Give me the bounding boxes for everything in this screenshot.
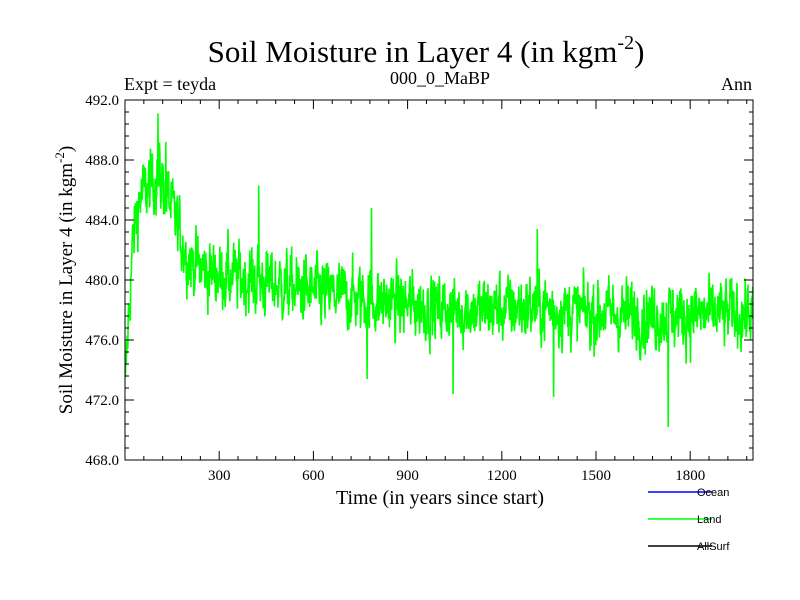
y-axis-label: Soil Moisture in Layer 4 (in kgm-2) bbox=[52, 146, 77, 414]
chart-title: Soil Moisture in Layer 4 (in kgm-2) bbox=[208, 32, 645, 69]
y-tick-label: 484.0 bbox=[85, 213, 119, 229]
subtitle-right: Ann bbox=[721, 74, 752, 94]
x-tick-label: 600 bbox=[302, 468, 325, 484]
legend-label: Ocean bbox=[697, 487, 729, 499]
legend-item-ocean: Ocean bbox=[648, 487, 729, 499]
y-tick-label: 488.0 bbox=[85, 153, 119, 169]
subtitle-left: Expt = teyda bbox=[124, 74, 216, 94]
y-tick-label: 476.0 bbox=[85, 333, 119, 349]
legend-label: Land bbox=[697, 514, 721, 526]
legend: Ocean Land AllSurf bbox=[648, 487, 730, 553]
plot-ticks bbox=[125, 99, 753, 461]
y-tick-label: 468.0 bbox=[85, 453, 119, 469]
y-tick-label: 472.0 bbox=[85, 393, 119, 409]
y-tick-label: 480.0 bbox=[85, 273, 119, 289]
legend-item-land: Land bbox=[648, 514, 721, 526]
plot-series bbox=[124, 113, 754, 428]
tick-labels: 300 600 900 1200 1500 1800 468.0 472.0 476.0 480.… bbox=[85, 93, 705, 484]
legend-label: AllSurf bbox=[697, 541, 730, 553]
plot-frame bbox=[124, 99, 754, 461]
x-tick-label: 1800 bbox=[675, 468, 705, 484]
y-tick-label: 492.0 bbox=[85, 93, 119, 109]
series-line-land bbox=[124, 113, 754, 428]
x-tick-label: 1200 bbox=[487, 468, 517, 484]
x-tick-label: 300 bbox=[208, 468, 231, 484]
x-axis-label: Time (in years since start) bbox=[336, 487, 544, 509]
subtitle-center: 000_0_MaBP bbox=[390, 68, 490, 88]
x-tick-label: 1500 bbox=[581, 468, 611, 484]
x-tick-label: 900 bbox=[396, 468, 419, 484]
legend-item-allsurf: AllSurf bbox=[648, 541, 730, 553]
